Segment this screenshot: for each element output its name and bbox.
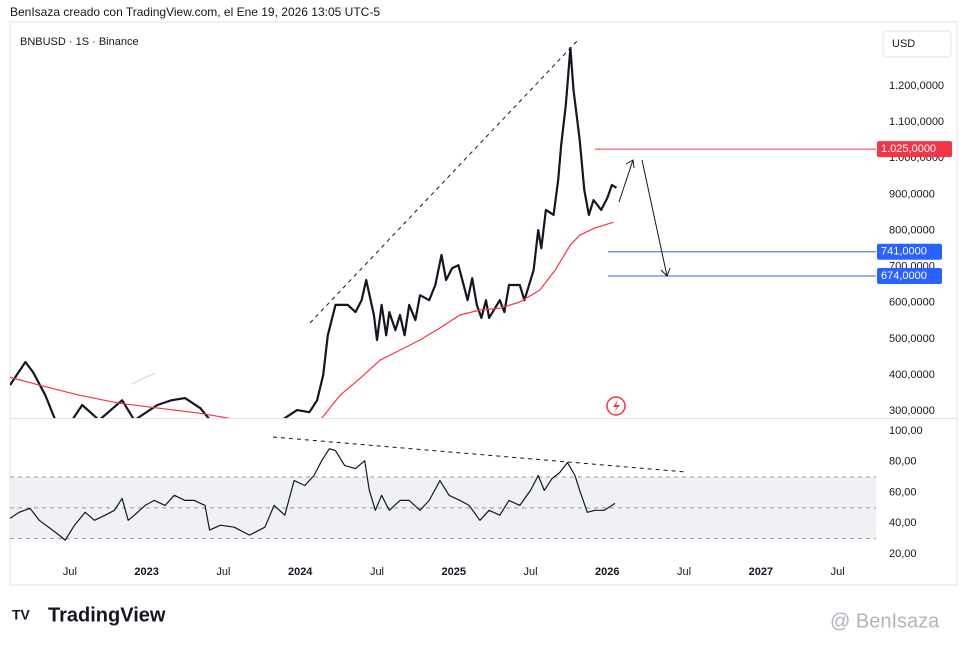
y-tick-label: 1.100,0000 bbox=[889, 116, 944, 128]
currency: USD bbox=[892, 38, 915, 50]
y-tick-label: 800,0000 bbox=[889, 224, 935, 236]
symbol: BNBUSD · 1S · Binance bbox=[20, 36, 139, 48]
x-tick-label: 2024 bbox=[288, 566, 313, 578]
x-tick-label: Jul bbox=[63, 566, 77, 578]
y-tick-label: 60,00 bbox=[889, 486, 917, 498]
price-pane bbox=[10, 46, 876, 418]
y-tick-label: 500,0000 bbox=[889, 333, 935, 345]
rsi-trend-line bbox=[272, 436, 687, 473]
brand: TradingView bbox=[48, 604, 166, 626]
y-tick-label: 40,00 bbox=[889, 517, 917, 529]
y-tick-label: 900,0000 bbox=[889, 188, 935, 200]
axes: 300,0000400,0000500,0000600,0000700,0000… bbox=[63, 80, 952, 578]
price-line bbox=[10, 46, 618, 418]
moving-average bbox=[10, 221, 614, 418]
watermark: @ BenIsaza bbox=[830, 610, 940, 632]
level-label: 1.025,0000 bbox=[881, 143, 936, 155]
price-line bbox=[10, 448, 616, 541]
arrow-up bbox=[618, 159, 635, 203]
y-tick-label: 300,0000 bbox=[889, 405, 935, 417]
arrow-down bbox=[641, 159, 671, 277]
level-label-box bbox=[877, 243, 942, 260]
x-tick-label: 2027 bbox=[749, 566, 773, 578]
y-tick-label: 20,00 bbox=[889, 548, 917, 560]
y-tick-label: 80,00 bbox=[889, 456, 917, 468]
event-icon-bolt bbox=[613, 400, 620, 412]
header: BenIsaza creado con TradingView.com, el … bbox=[10, 5, 380, 19]
level-label-box bbox=[877, 141, 952, 158]
rsi-pane bbox=[10, 448, 876, 541]
x-tick-label: 2023 bbox=[134, 566, 158, 578]
logo-mark: TV bbox=[12, 607, 31, 623]
trend-line bbox=[309, 39, 579, 324]
x-tick-label: Jul bbox=[523, 566, 537, 578]
y-tick-label: 100,00 bbox=[889, 425, 923, 437]
faded-arrow bbox=[131, 372, 156, 385]
x-tick-label: Jul bbox=[677, 566, 691, 578]
level-label: 741,0000 bbox=[881, 246, 927, 258]
level-label: 674,0000 bbox=[881, 270, 927, 282]
level-label-box bbox=[877, 268, 942, 285]
y-tick-label: 600,0000 bbox=[889, 297, 935, 309]
x-tick-label: 2025 bbox=[442, 566, 466, 578]
x-tick-label: 2026 bbox=[595, 566, 619, 578]
y-tick-label: 400,0000 bbox=[889, 369, 935, 381]
y-tick-label: 1.200,0000 bbox=[889, 80, 944, 92]
currency-box[interactable] bbox=[882, 30, 952, 58]
x-tick-label: Jul bbox=[831, 566, 845, 578]
x-tick-label: Jul bbox=[216, 566, 230, 578]
x-tick-label: Jul bbox=[370, 566, 384, 578]
